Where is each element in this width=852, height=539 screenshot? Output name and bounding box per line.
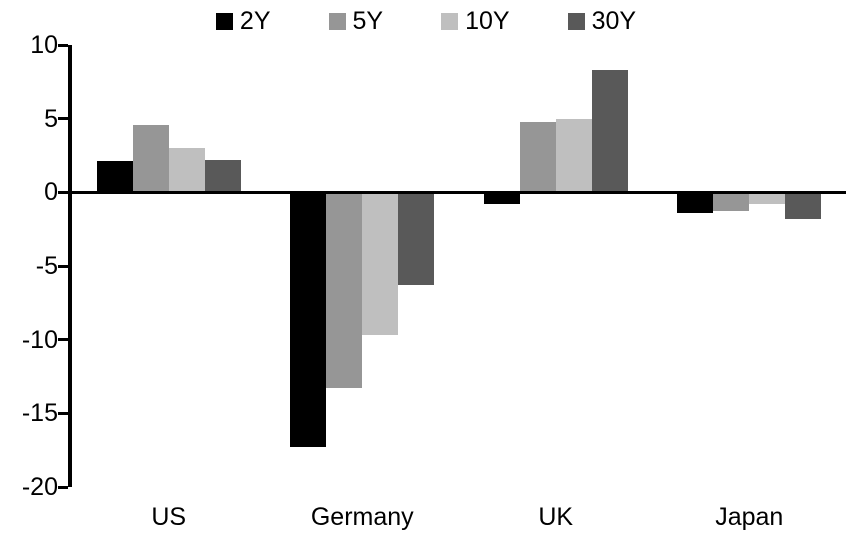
- legend-item-30y: 30Y: [567, 6, 637, 35]
- bar-japan-2y: [677, 192, 714, 213]
- bar-japan-30y: [785, 192, 822, 219]
- legend-item-10y: 10Y: [441, 6, 510, 35]
- bar-uk-10y: [555, 118, 592, 193]
- legend-label: 10Y: [465, 6, 510, 35]
- y-axis-tick-label: -15: [21, 399, 58, 428]
- x-axis-category-label: Germany: [310, 503, 414, 531]
- legend-label: 30Y: [591, 6, 637, 35]
- legend-item-2y: 2Y: [215, 6, 271, 35]
- y-axis-tick-mark: [58, 411, 68, 415]
- bar-germany-10y: [362, 192, 399, 336]
- bar-uk-2y: [483, 192, 520, 205]
- y-axis-tick-label: -5: [35, 252, 58, 280]
- legend-item-5y: 5Y: [328, 6, 384, 35]
- x-axis-category-label: UK: [538, 503, 574, 531]
- x-axis-category-label: Japan: [715, 503, 784, 531]
- bar-germany-5y: [326, 192, 363, 389]
- legend-swatch-icon: [567, 12, 585, 30]
- y-axis-tick-label: 10: [30, 31, 58, 59]
- y-axis-tick-mark: [58, 485, 68, 489]
- legend-label: 2Y: [239, 6, 271, 35]
- legend-swatch-icon: [328, 12, 346, 30]
- bar-us-30y: [204, 159, 241, 193]
- bar-japan-10y: [749, 192, 786, 205]
- y-axis-tick-mark: [58, 264, 68, 268]
- y-axis-tick-mark: [58, 190, 68, 194]
- legend-swatch-icon: [441, 12, 459, 30]
- bar-germany-30y: [398, 192, 435, 286]
- y-axis-tick-label: -20: [21, 473, 58, 501]
- bar-uk-5y: [519, 121, 556, 193]
- legend-label: 5Y: [352, 6, 384, 35]
- bar-us-5y: [132, 124, 169, 193]
- bar-us-10y: [168, 148, 205, 193]
- y-axis-tick-mark: [58, 43, 68, 47]
- bar-uk-30y: [591, 70, 628, 193]
- y-axis-line: [68, 45, 72, 487]
- zero-axis-line: [68, 190, 846, 194]
- y-axis-tick-label: 0: [44, 178, 58, 207]
- bar-germany-2y: [290, 192, 327, 448]
- y-axis-tick-mark: [58, 338, 68, 342]
- y-axis-tick-label: 5: [44, 104, 58, 133]
- y-axis-tick-mark: [58, 117, 68, 121]
- x-axis-category-label: US: [151, 503, 187, 531]
- chart-legend: 2Y 5Y 10Y 30Y: [0, 6, 852, 36]
- legend-swatch-icon: [215, 12, 233, 30]
- bar-us-2y: [96, 161, 133, 193]
- plot-area: [58, 43, 846, 489]
- y-axis-tick-label: -10: [21, 325, 58, 354]
- bar-japan-5y: [713, 192, 750, 212]
